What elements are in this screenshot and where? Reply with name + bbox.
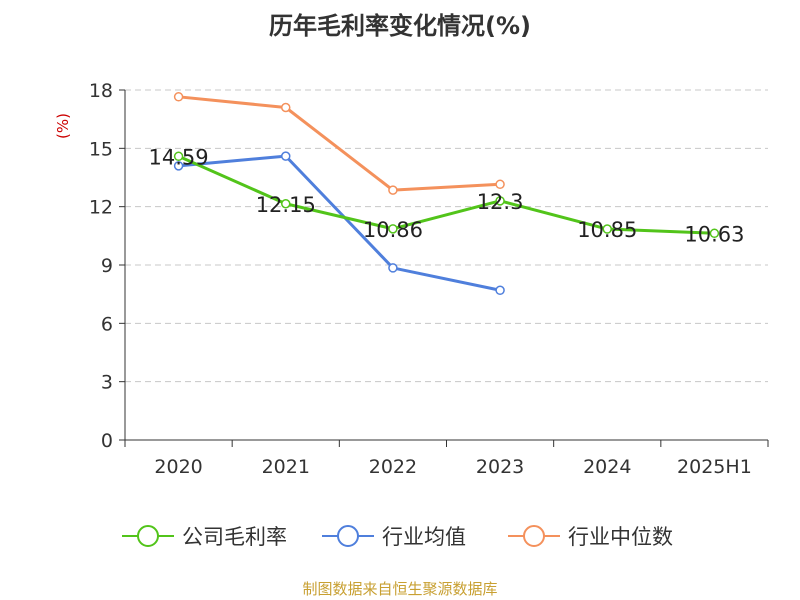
data-label: 14.59 xyxy=(149,145,209,169)
data-point xyxy=(495,179,505,190)
data-point xyxy=(281,199,291,209)
data-label: 10.85 xyxy=(577,218,637,242)
y-axis-label: (%) xyxy=(54,113,72,139)
y-tick-label: 6 xyxy=(101,313,113,335)
y-tick-label: 0 xyxy=(101,430,113,452)
series-line xyxy=(178,95,501,192)
x-tick-label: 2023 xyxy=(476,456,524,478)
data-point xyxy=(495,285,505,296)
x-tick-label: 2020 xyxy=(154,456,202,478)
data-point xyxy=(602,224,612,234)
legend-item: 行业中位数 xyxy=(508,525,673,549)
x-tick-label: 2021 xyxy=(262,456,310,478)
data-label: 12.15 xyxy=(256,193,316,217)
y-tick-label: 15 xyxy=(89,138,113,160)
x-tick-label: 2025H1 xyxy=(677,456,752,478)
data-point xyxy=(173,161,184,171)
data-point xyxy=(281,151,291,161)
source-note: 制图数据来自恒生聚源数据库 xyxy=(302,580,498,598)
data-point xyxy=(388,185,398,195)
data-point xyxy=(709,228,720,239)
series-line xyxy=(178,154,501,292)
data-label: 12.3 xyxy=(477,190,524,214)
axes: 0 3 6 9 12 15 18 2020 2021 2022 2023 2024 2025H1 xyxy=(89,80,769,478)
data-point xyxy=(281,102,291,113)
chart-title: 历年毛利率变化情况(%) xyxy=(269,12,531,40)
legend-item: 公司毛利率 xyxy=(122,525,287,549)
data-point xyxy=(388,263,398,273)
legend-label: 行业中位数 xyxy=(568,525,673,549)
y-tick-label: 18 xyxy=(89,80,113,102)
legend: 公司毛利率 行业均值 行业中位数 xyxy=(122,525,673,549)
y-tick-label: 9 xyxy=(101,255,113,277)
legend-marker xyxy=(523,525,545,547)
legend-label: 行业均值 xyxy=(382,525,466,549)
grid-lines xyxy=(125,89,768,383)
series-lines xyxy=(173,92,720,296)
data-point xyxy=(173,151,184,162)
data-point xyxy=(388,224,398,234)
y-tick-label: 12 xyxy=(89,197,113,219)
legend-marker xyxy=(137,525,159,547)
x-tick-label: 2022 xyxy=(369,456,417,478)
data-labels: 14.59 12.15 10.86 12.3 10.85 10.63 xyxy=(149,145,745,246)
series-line xyxy=(177,154,715,235)
data-label: 10.86 xyxy=(363,218,423,242)
data-label: 10.63 xyxy=(684,222,744,246)
data-point xyxy=(495,196,505,206)
x-tick-label: 2024 xyxy=(583,456,631,478)
data-point xyxy=(173,92,184,102)
legend-label: 公司毛利率 xyxy=(182,525,287,549)
y-tick-label: 3 xyxy=(101,372,113,394)
legend-marker xyxy=(337,525,359,547)
legend-item: 行业均值 xyxy=(322,525,466,549)
